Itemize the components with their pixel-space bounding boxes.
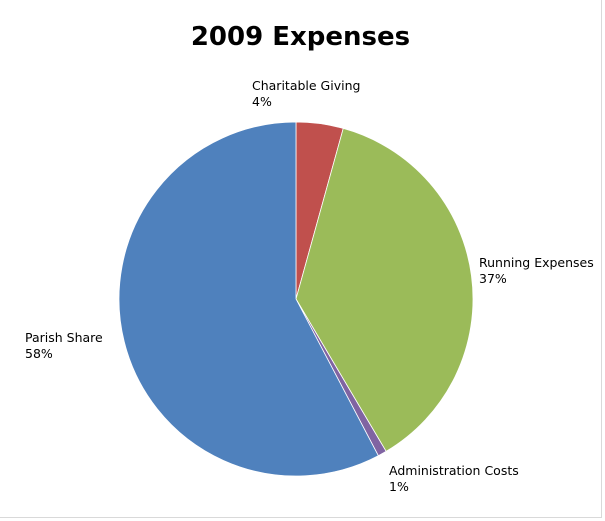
- slice-label-name: Parish Share: [25, 330, 103, 345]
- pie-slice-parish-share: [118, 121, 379, 477]
- slice-label-name: Charitable Giving: [252, 78, 360, 93]
- slice-label-percent: 37%: [479, 271, 507, 286]
- chart-title: 2009 Expenses: [190, 22, 411, 52]
- pie-slice-running-expenses: [295, 127, 474, 452]
- slice-label-name: Administration Costs: [389, 463, 519, 478]
- slice-label-percent: 4%: [252, 94, 272, 109]
- slice-label-percent: 1%: [389, 479, 409, 494]
- slice-label-name: Running Expenses: [479, 255, 594, 270]
- slice-label-percent: 58%: [25, 346, 53, 361]
